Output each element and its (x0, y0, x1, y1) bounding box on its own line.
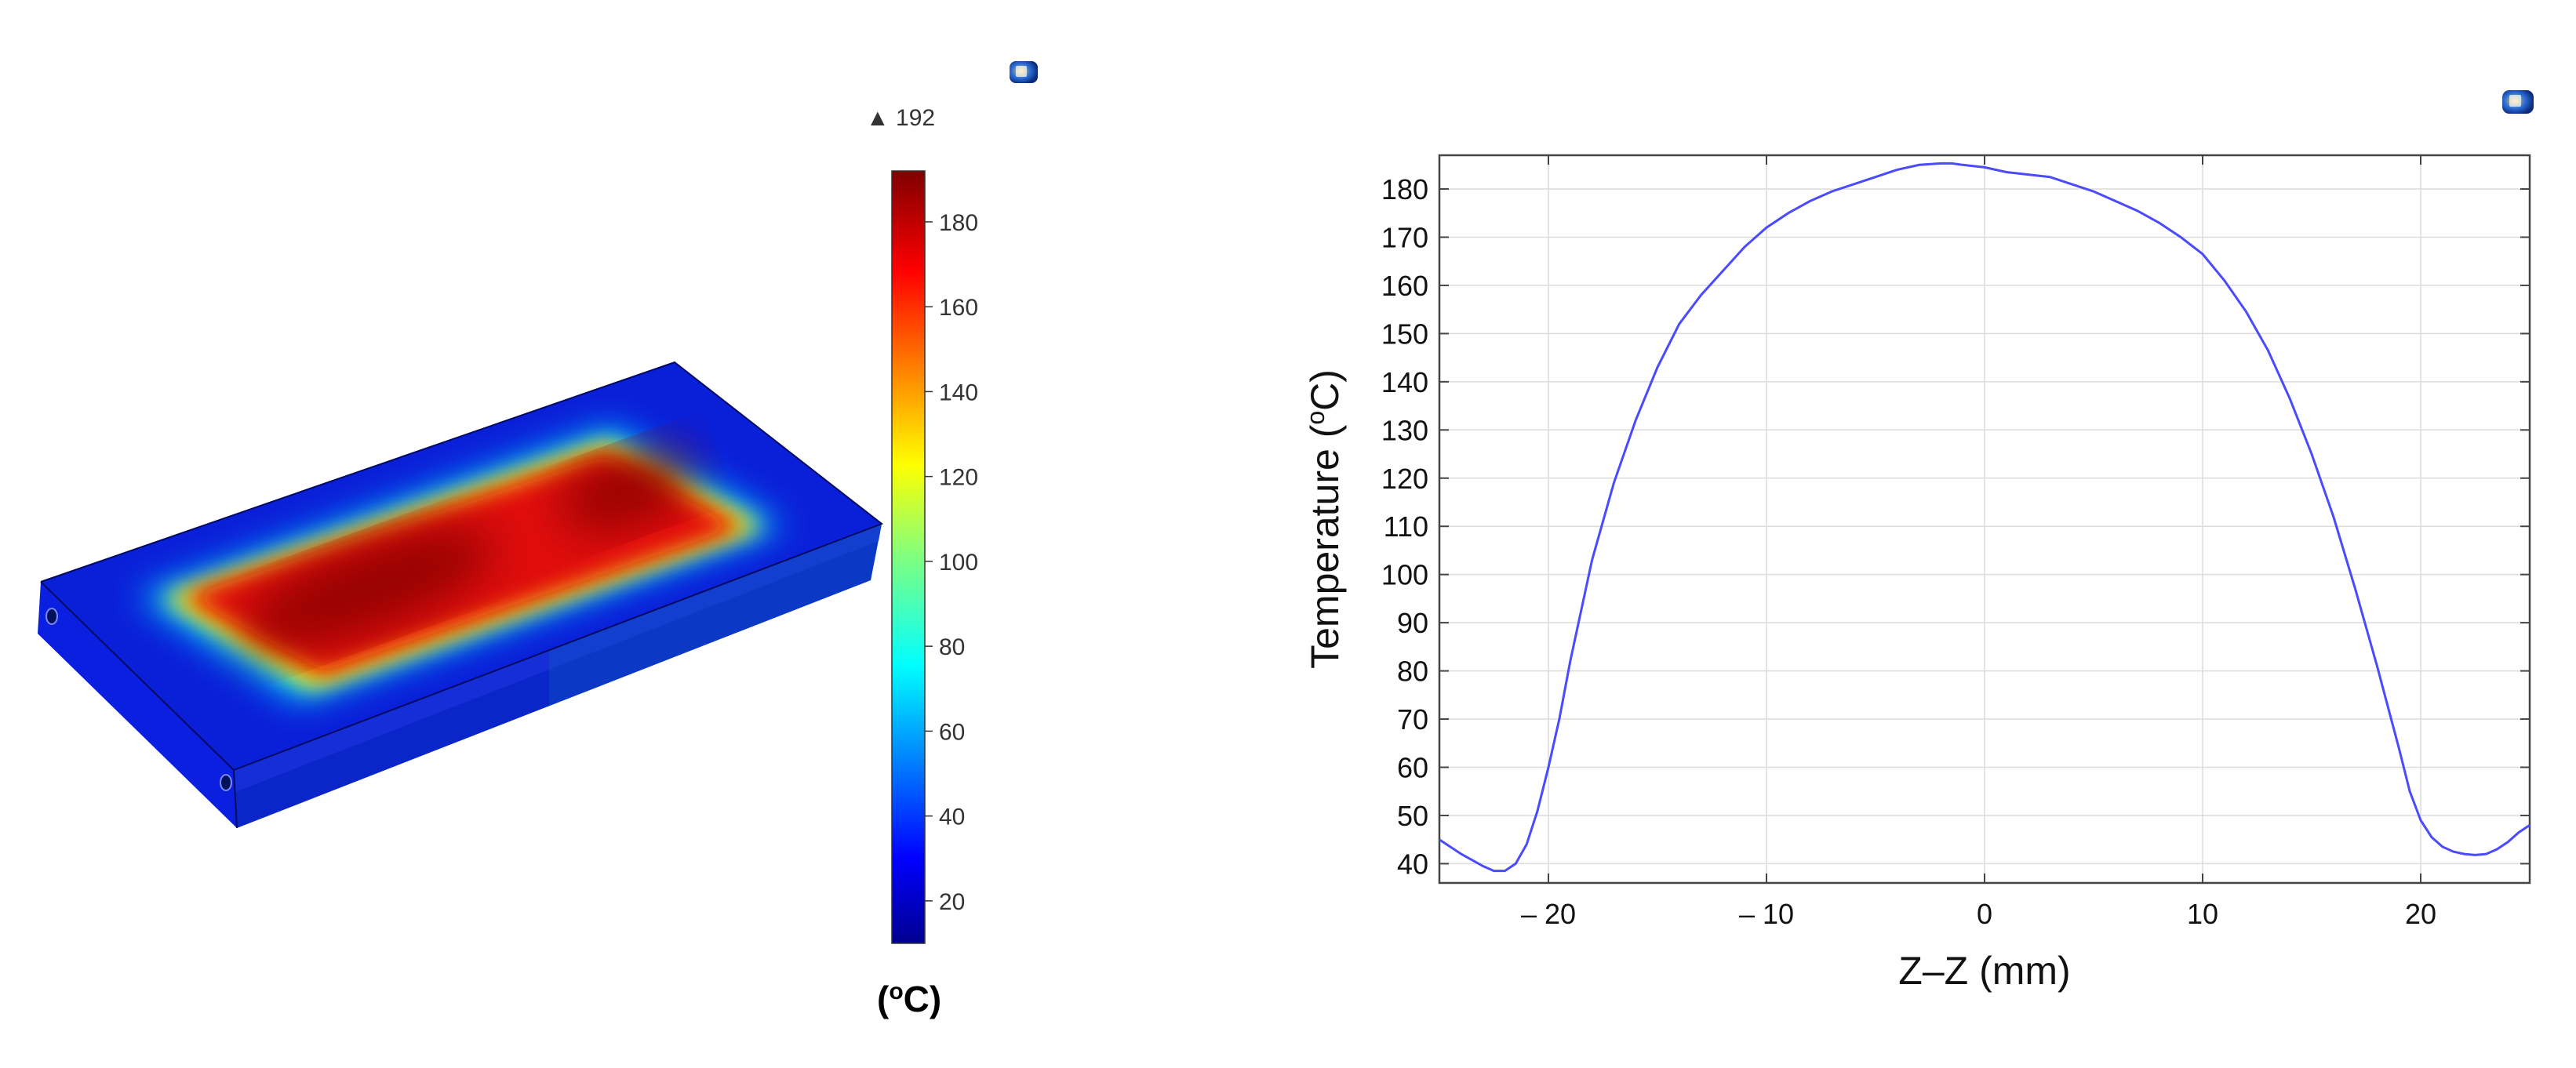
y-tick-label: 120 (1381, 463, 1428, 495)
plate-hole-right (220, 774, 232, 791)
colorbar-tick-label: 60 (939, 719, 965, 745)
y-tick-label: 100 (1381, 559, 1428, 591)
y-tick-label: 140 (1381, 366, 1428, 398)
y-tick-label: 130 (1381, 414, 1428, 446)
colorbar-tick-label: 140 (939, 380, 978, 405)
plate-3d-render (38, 361, 884, 829)
colorbar-unit-label: (oC) (877, 979, 941, 1019)
y-tick-label: 150 (1381, 318, 1428, 350)
colorbar-tick-label: 100 (939, 550, 978, 576)
y-tick-label: 60 (1397, 752, 1428, 784)
colorbar-tick-label: 80 (939, 634, 965, 660)
y-tick-label: 70 (1397, 703, 1428, 736)
colorbar-tick-label: 160 (939, 295, 978, 321)
chart-grid (1439, 155, 2530, 883)
y-tick-label: 80 (1397, 656, 1428, 688)
y-tick-label: 160 (1381, 270, 1428, 302)
x-tick-label: 0 (1977, 898, 1992, 930)
plate-front-face (38, 582, 237, 828)
colorbar: ▲ 192 20 40 60 80 100 120 140 160 180 (oC) (866, 105, 978, 1019)
plate-top-face (41, 362, 882, 770)
y-tick-label: 180 (1381, 173, 1428, 205)
series-line (1439, 162, 2531, 873)
y-axis-ticks: 40 50 60 70 80 90 100 110 120 130 140 150 160 170 180 (1381, 173, 2530, 880)
y-axis-label: Temperature (oC) (1301, 369, 1347, 669)
colorbar-tick-label: 40 (939, 805, 965, 830)
colorbar-tick-label: 20 (939, 889, 965, 915)
x-axis-label: Z–Z (mm) (1898, 949, 2070, 993)
x-tick-label: 20 (2405, 898, 2436, 930)
y-tick-label: 50 (1397, 800, 1428, 832)
colorbar-tick-label: 180 (939, 210, 978, 236)
x-tick-label: – 20 (1521, 898, 1576, 930)
colorbar-tick-label: 120 (939, 465, 978, 491)
plate-hole-left (45, 608, 58, 625)
x-axis-ticks: – 20 – 10 0 10 20 (1521, 155, 2436, 930)
y-tick-label: 170 (1381, 221, 1428, 253)
y-tick-label: 90 (1397, 607, 1428, 639)
y-tick-label: 40 (1397, 848, 1428, 880)
colorbar-ticks: 20 40 60 80 100 120 140 160 180 (925, 210, 978, 915)
line-chart: 405060708090100110120130140150160170180 … (1301, 90, 2534, 993)
colorbar-gradient (891, 170, 926, 944)
app-logo-icon (1010, 61, 1038, 83)
x-tick-label: – 10 (1739, 898, 1794, 930)
y-tick-label: 110 (1384, 510, 1428, 543)
x-tick-label: 10 (2187, 898, 2218, 930)
colorbar-max-marker: ▲ 192 (866, 105, 935, 131)
chart-logo-icon (2502, 90, 2534, 114)
